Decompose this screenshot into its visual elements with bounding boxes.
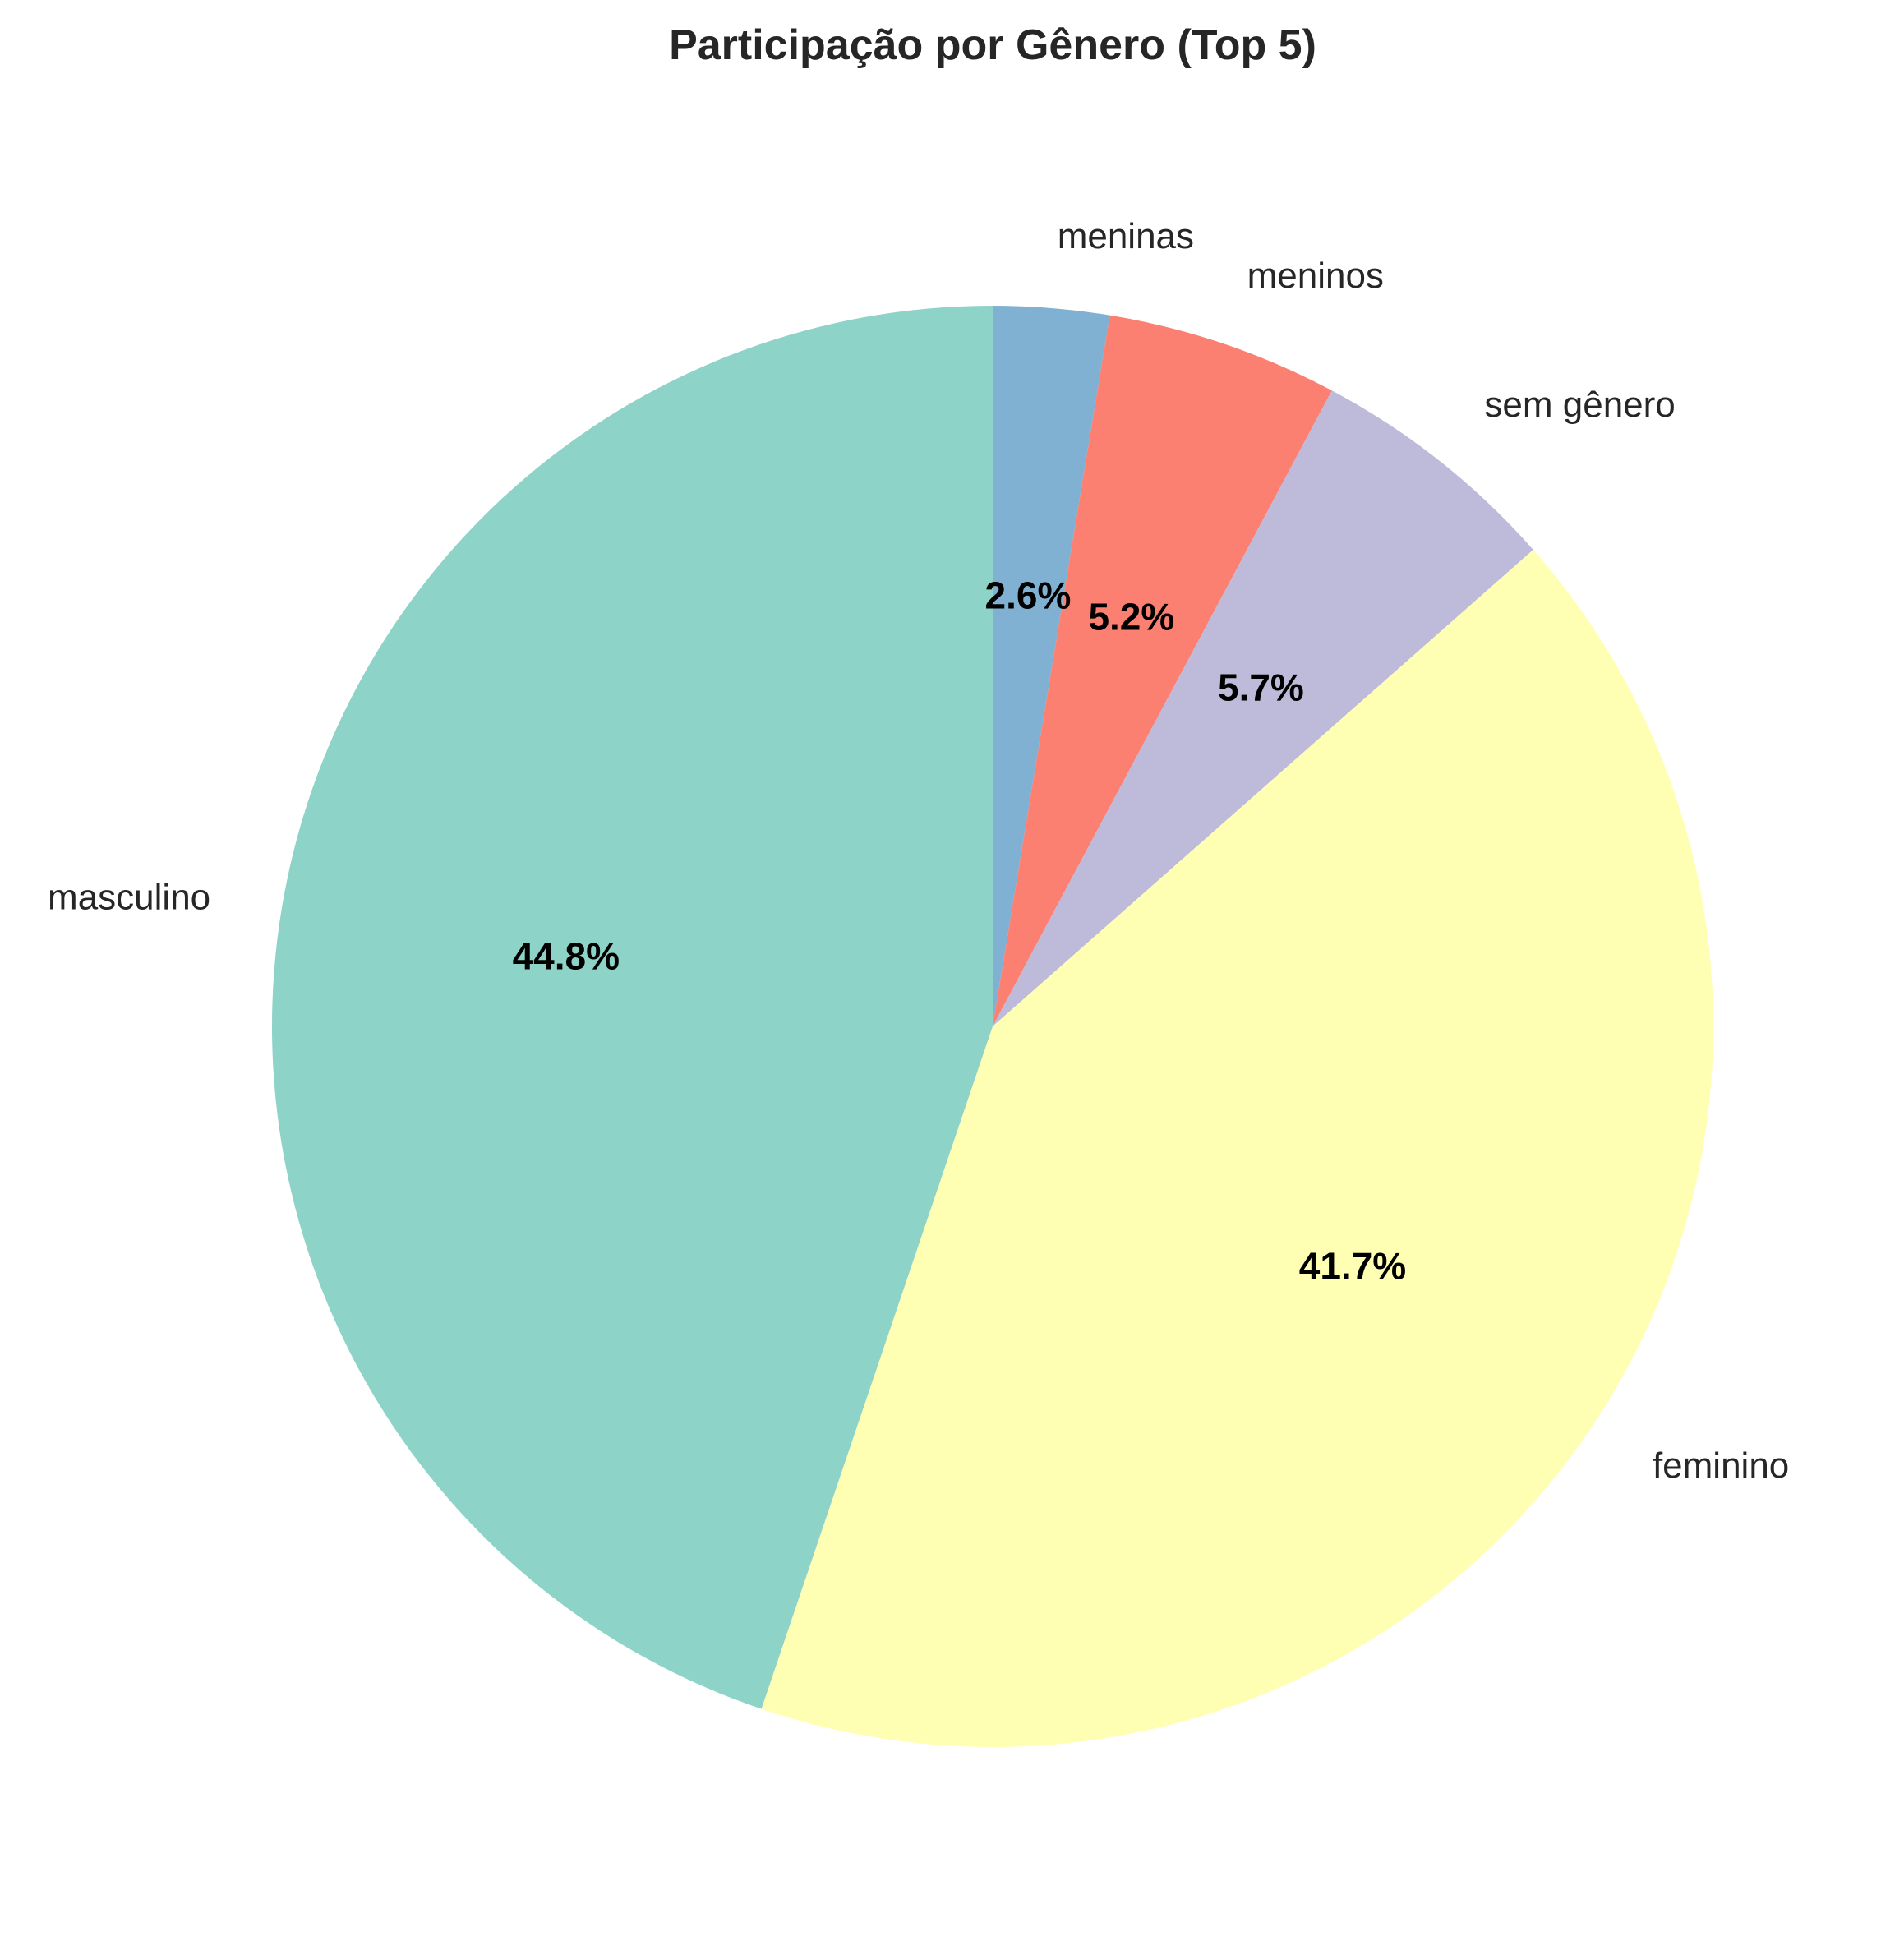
pie-slice-masculino xyxy=(272,306,993,1709)
pie-percent-label-meninas: 2.6% xyxy=(985,574,1072,617)
pie-category-label-meninos: meninos xyxy=(1247,256,1384,296)
pie-category-label-masculino: masculino xyxy=(48,878,210,918)
pie-category-label-meninas: meninas xyxy=(1058,216,1194,256)
pie-slices xyxy=(272,306,1713,1748)
pie-slice-feminino xyxy=(761,550,1713,1748)
pie-slice-meninos xyxy=(993,315,1332,1027)
chart-title: Participação por Gênero (Top 5) xyxy=(669,21,1316,69)
pie-percent-label-masculino: 44.8% xyxy=(513,934,620,977)
pie-percent-label-feminino: 41.7% xyxy=(1299,1245,1406,1288)
pie-category-label-feminino: feminino xyxy=(1653,1445,1789,1486)
pie-slice-meninas xyxy=(993,306,1110,1026)
pie-category-label-sem-genero: sem gênero xyxy=(1484,385,1675,425)
pie-percent-labels: 2.6% 5.2% 5.7% 41.7% 44.8% xyxy=(513,574,1407,1288)
pie-percent-label-sem-genero: 5.7% xyxy=(1218,666,1304,708)
pie-slice-sem-genero xyxy=(993,390,1533,1026)
pie-percent-label-meninos: 5.2% xyxy=(1088,596,1174,639)
pie-category-labels: meninas meninos sem gênero feminino masculin… xyxy=(48,216,1789,1486)
